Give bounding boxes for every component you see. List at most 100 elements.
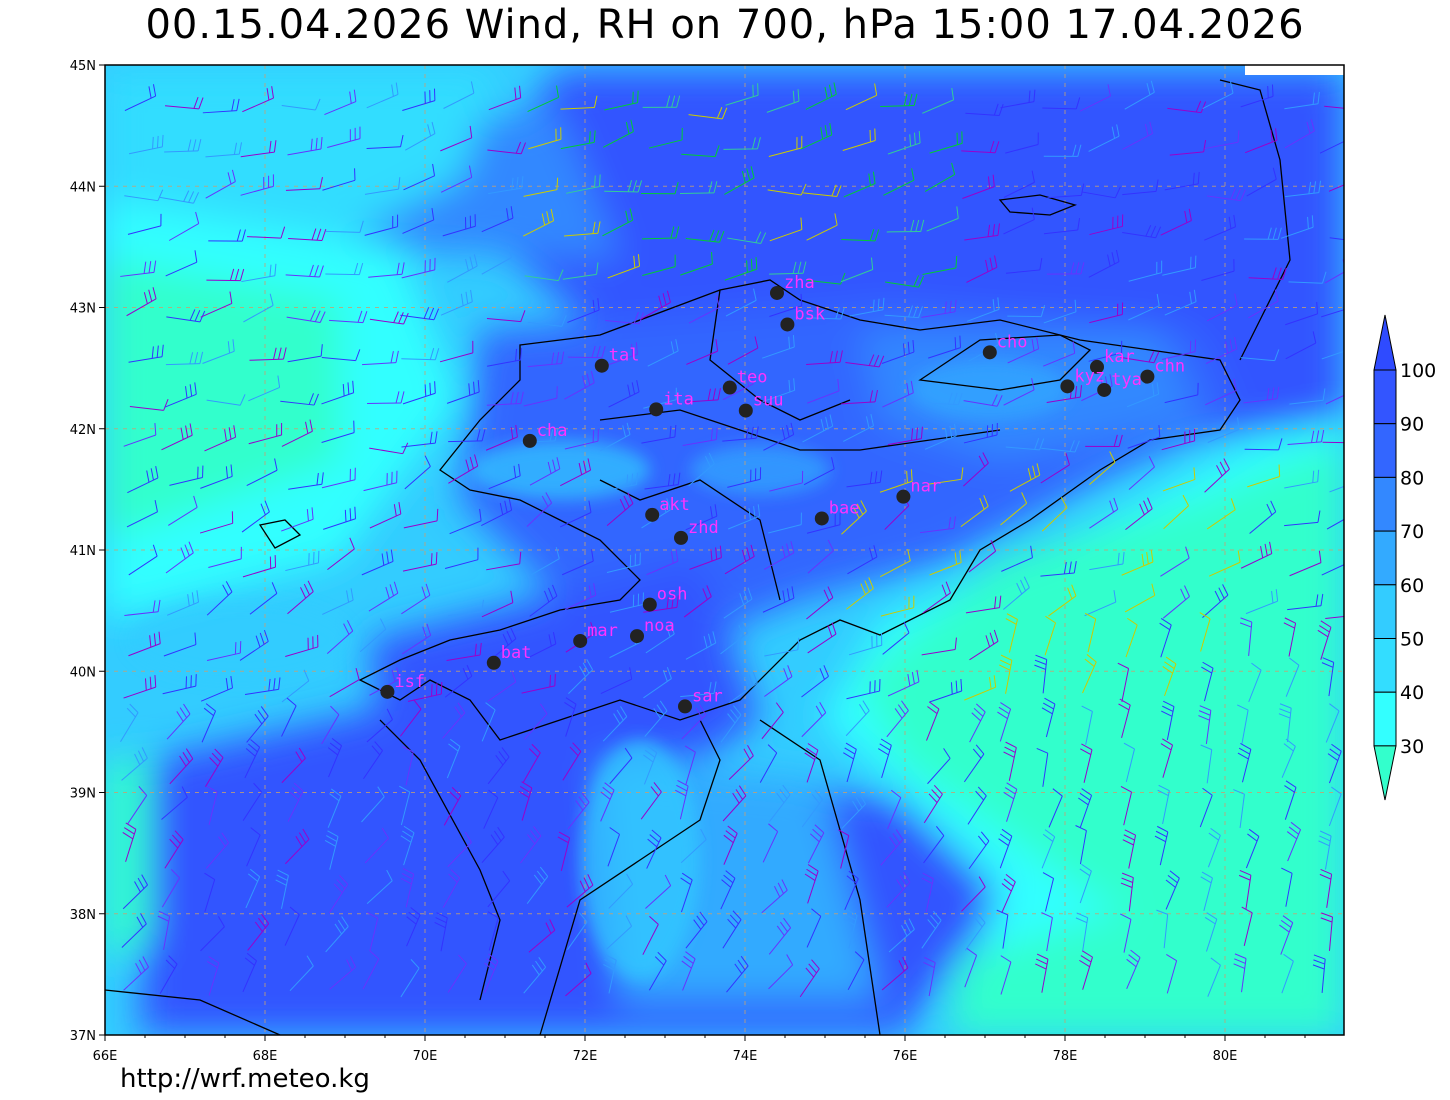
station-marker[interactable]	[722, 380, 737, 395]
wind-barb	[1199, 612, 1211, 652]
station-marker[interactable]	[678, 699, 692, 714]
source-url[interactable]: http://wrf.meteo.kg	[120, 1064, 370, 1094]
wind-barb	[606, 492, 634, 527]
wind-barb	[963, 422, 998, 444]
wind-barb	[804, 864, 819, 904]
station-nar[interactable]: nar	[896, 477, 941, 504]
station-marker[interactable]	[1090, 359, 1104, 374]
station-zha[interactable]: zha	[770, 273, 815, 300]
station-marker[interactable]	[770, 285, 784, 300]
station-marker[interactable]	[380, 684, 395, 699]
wind-barb	[1208, 550, 1241, 577]
station-ita[interactable]: ita	[649, 389, 694, 417]
wind-barb	[400, 868, 415, 908]
station-marker[interactable]	[738, 403, 753, 418]
wind-barb	[442, 214, 476, 237]
station-marker[interactable]	[486, 655, 501, 670]
wind-barb	[127, 213, 162, 235]
wind-barb	[1237, 704, 1249, 744]
wind-barb	[128, 631, 161, 657]
station-tya[interactable]: tya	[1097, 370, 1142, 397]
wind-barb	[681, 704, 707, 740]
station-marker[interactable]	[645, 507, 660, 522]
wind-barb	[564, 370, 595, 400]
station-cho[interactable]: cho	[982, 332, 1028, 360]
wind-barb	[646, 829, 662, 869]
wind-barb	[807, 824, 825, 864]
station-cha[interactable]: cha	[522, 421, 568, 448]
wind-barb	[1119, 913, 1132, 953]
station-kyz[interactable]: kyz	[1060, 366, 1105, 394]
wind-barb	[1078, 788, 1093, 828]
station-marker[interactable]	[896, 489, 911, 504]
wind-barb	[206, 394, 246, 406]
station-bsk[interactable]: bsk	[780, 304, 825, 332]
station-marker[interactable]	[630, 629, 644, 644]
wind-barb	[201, 703, 217, 743]
station-osh[interactable]: osh	[642, 585, 688, 612]
wind-barb	[1322, 441, 1344, 444]
station-kar[interactable]: kar	[1090, 347, 1135, 374]
station-teo[interactable]: teo	[722, 368, 768, 395]
station-marker[interactable]	[642, 597, 657, 612]
station-marker[interactable]	[674, 530, 688, 545]
wind-barb	[121, 747, 148, 781]
wind-barb	[161, 423, 193, 451]
wind-barb	[842, 128, 876, 152]
wind-barb	[1005, 437, 1045, 451]
wind-barb	[1041, 829, 1056, 869]
station-label: suu	[753, 391, 784, 411]
station-chn[interactable]: chn	[1140, 357, 1185, 384]
wind-barb	[243, 293, 274, 323]
wind-barb	[965, 595, 1002, 614]
wind-barb	[806, 586, 834, 620]
wind-barb	[526, 492, 553, 527]
wind-barb	[366, 869, 393, 905]
wind-barb	[1048, 788, 1063, 828]
station-marker[interactable]	[573, 633, 588, 648]
station-label: ita	[663, 389, 694, 409]
wind-barb	[923, 957, 936, 997]
station-isf[interactable]: isf	[380, 672, 425, 699]
station-marker[interactable]	[522, 433, 537, 448]
lon-tick-label: 76E	[893, 1049, 918, 1064]
wind-barb	[887, 426, 923, 446]
wind-barb	[1321, 564, 1344, 576]
station-bae[interactable]: bae	[814, 498, 860, 526]
station-akt[interactable]: akt	[645, 495, 690, 522]
wind-barb	[1127, 425, 1161, 449]
wind-barb	[1167, 100, 1207, 114]
station-marker[interactable]	[814, 511, 829, 526]
wind-barb	[289, 955, 314, 992]
wind-barb	[1244, 438, 1283, 451]
wind-barb	[1123, 742, 1135, 783]
wind-barb	[929, 131, 963, 154]
wind-barb	[560, 458, 592, 487]
station-bat[interactable]: bat	[486, 643, 532, 670]
station-tal[interactable]: tal	[594, 346, 640, 373]
wind-barb	[485, 425, 518, 451]
wind-barb	[643, 745, 658, 785]
wind-barb	[1120, 350, 1160, 364]
station-marker[interactable]	[594, 358, 609, 373]
wind-barb	[1289, 388, 1326, 405]
wind-barb	[1121, 550, 1154, 576]
station-zhd[interactable]: zhd	[674, 518, 719, 545]
station-marker[interactable]	[1097, 382, 1112, 397]
station-marker[interactable]	[780, 317, 795, 332]
station-marker[interactable]	[982, 345, 997, 360]
colorbar-label: 90	[1400, 414, 1424, 436]
station-sar[interactable]: sar	[678, 686, 723, 714]
wind-barb	[801, 702, 827, 738]
station-noa[interactable]: noa	[630, 616, 675, 644]
station-marker[interactable]	[649, 402, 664, 417]
wind-barb	[242, 555, 277, 578]
wind-barb	[841, 793, 867, 829]
colorbar-band-50-60	[1373, 584, 1397, 639]
station-marker[interactable]	[1140, 369, 1155, 384]
station-suu[interactable]: suu	[738, 391, 784, 418]
wind-barb	[680, 828, 707, 864]
station-mar[interactable]: mar	[573, 621, 618, 648]
station-marker[interactable]	[1060, 379, 1075, 394]
